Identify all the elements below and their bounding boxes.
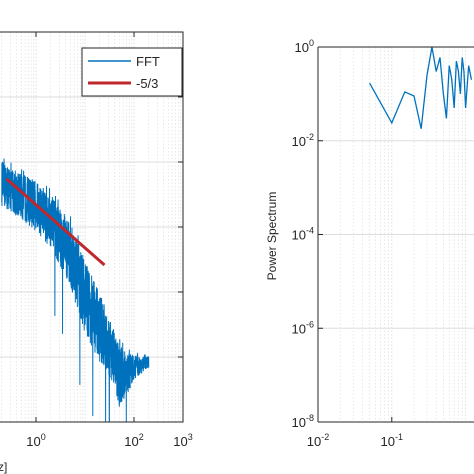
x-tick-label: 103 <box>173 432 192 449</box>
left-data <box>1 158 150 423</box>
x-tick-label: 10-2 <box>307 432 329 449</box>
right-tick-labels: 100 10-2 10-4 10-6 10-8 10-2 10-1 <box>292 38 404 449</box>
left-ticks <box>35 31 184 423</box>
y-tick-label: 100 <box>295 38 314 55</box>
legend-fft-label: FFT <box>136 54 160 69</box>
y-tick-label: 10-6 <box>292 319 314 336</box>
right-ticks <box>317 46 393 423</box>
left-tick-labels: 100 102 103 <box>26 432 192 449</box>
left-legend: FFT -5/3 <box>81 47 183 97</box>
y-tick-label: 10-4 <box>292 226 314 243</box>
right-power-spectrum-chart: 100 10-2 10-4 10-6 10-8 10-2 10-1 Power Spectr… <box>265 38 474 449</box>
x-tick-label: 10-1 <box>381 432 403 449</box>
legend-box <box>81 47 183 97</box>
slope-reference-line <box>5 177 106 267</box>
y-tick-label: 10-2 <box>292 132 314 149</box>
right-y-axis-label: Power Spectrum <box>265 192 279 281</box>
legend-slope-label: -5/3 <box>136 76 158 91</box>
x-tick-label: 100 <box>26 432 45 449</box>
x-tick-label: 102 <box>124 432 143 449</box>
left-spectrum-chart: 100 102 103 z] FFT -5/3 <box>0 31 193 474</box>
left-x-axis-label: z] <box>0 460 7 474</box>
y-tick-label: 10-8 <box>292 413 314 430</box>
fft-series-line <box>1 158 150 423</box>
right-data <box>369 46 473 129</box>
power-spectrum-line <box>369 46 473 129</box>
